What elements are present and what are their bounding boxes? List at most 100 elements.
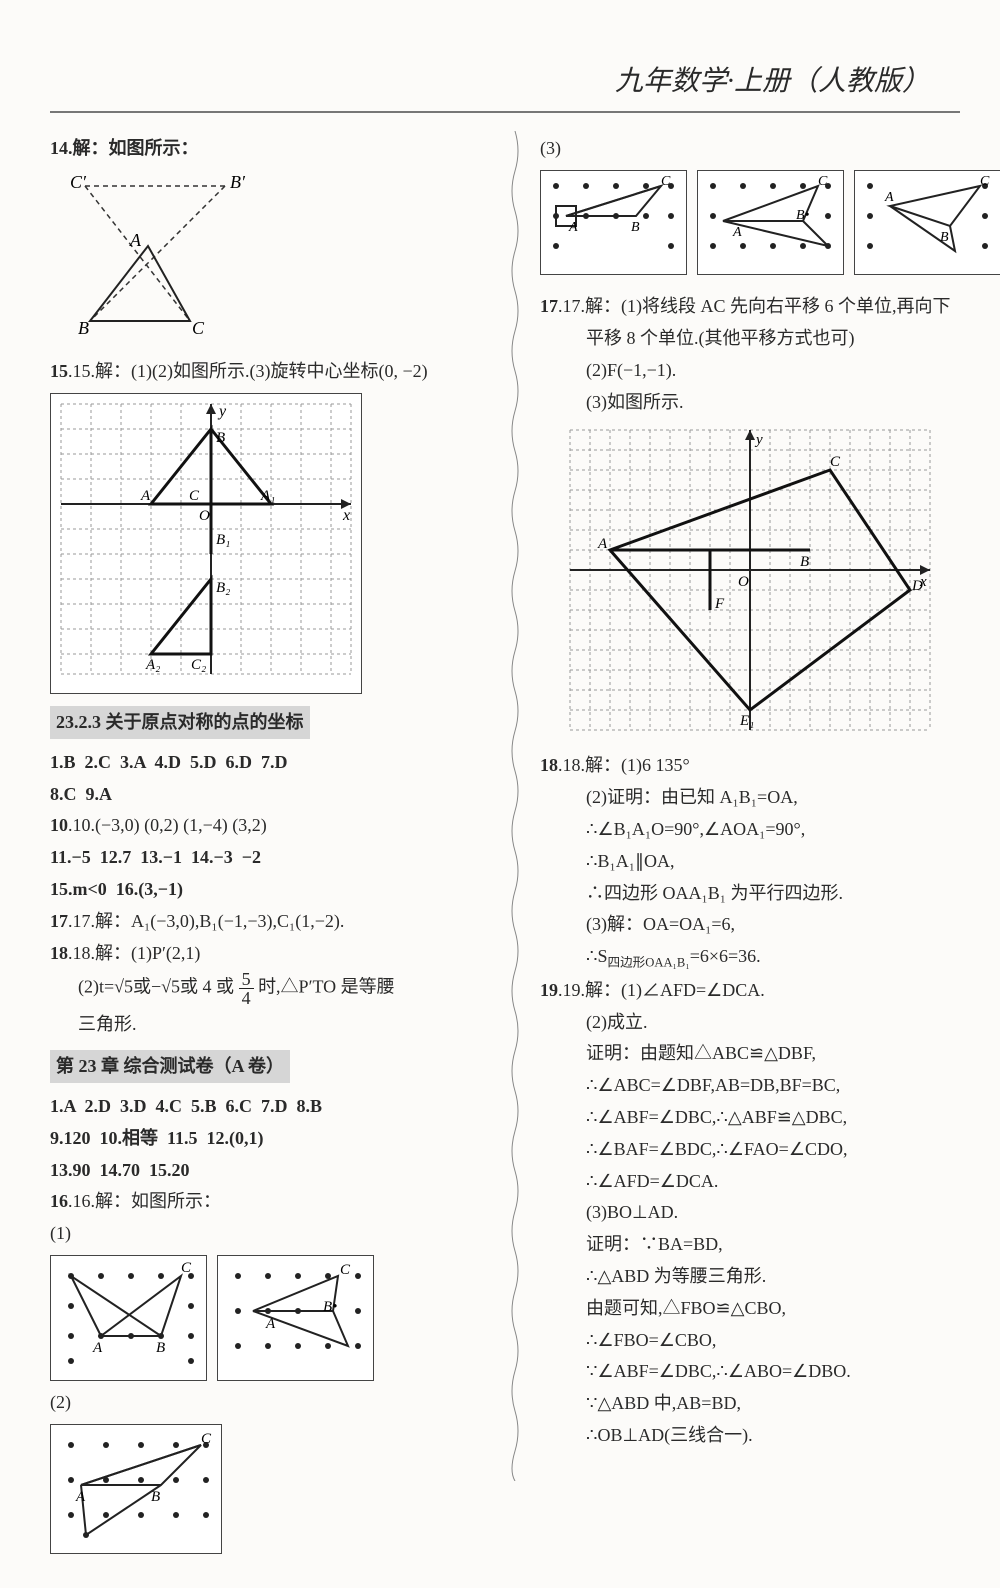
fig-16-2: A B C (51, 1425, 221, 1545)
q15-label: 15.15.解：(1)(2)如图所示.(3)旋转中心坐标(0, −2) (50, 357, 490, 386)
fracd: 4 (239, 989, 254, 1007)
f17C: C (830, 454, 841, 470)
f17E1: E₁ (739, 713, 754, 729)
q18f: (3)解：OA=OA₁=6, (540, 910, 960, 939)
ans-18c: 三角形. (50, 1010, 490, 1039)
r3cC: C (980, 174, 990, 189)
q18gpo: =6×6=36. (690, 946, 761, 966)
sA2: A (265, 1316, 276, 1332)
f17O: O (738, 574, 749, 590)
q19at: 19.解：(1)∠AFD=∠DCA. (563, 980, 765, 1000)
q18g: ∴S四边形OAA₁B₁=6×6=36. (540, 942, 960, 973)
lab-2: (2) (50, 1388, 490, 1417)
sB: B (156, 1340, 165, 1356)
q18d: ∴B₁A₁∥OA, (540, 847, 960, 876)
q18e: ∴四边形 OAA₁B₁ 为平行四边形. (540, 879, 960, 908)
q17a: 17.17.解：(1)将线段 AC 先向右平移 6 个单位,再向下 (540, 292, 960, 321)
q19l: ∴∠FBO=∠CBO, (540, 1326, 960, 1355)
a18post: 时,△P′TO 是等腰 (258, 977, 395, 997)
q15-text: 15.解：(1)(2)如图所示.(3)旋转中心坐标(0, −2) (73, 361, 428, 381)
B2lab: B₂ (216, 580, 230, 596)
section-23-2-3: 23.2.3 关于原点对称的点的坐标 (50, 706, 310, 739)
q18b: (2)证明：由已知 A₁B₁=OA, (540, 783, 960, 812)
x-label: x (342, 507, 350, 524)
fracn: 5 (239, 970, 254, 989)
f17F: F (714, 596, 725, 612)
q19b: (2)成立. (540, 1008, 960, 1037)
ans-1-7: 1.B 2.C 3.A 4.D 5.D 6.D 7.D (50, 748, 490, 777)
page-header: 九年数学·上册（人教版） (50, 60, 960, 113)
r3bA: A (732, 225, 742, 240)
ans-18a: 18.18.解：(1)P′(2,1) (50, 939, 490, 968)
r3cA: A (884, 190, 894, 205)
fig-3c: A B C (855, 171, 1000, 266)
r-16: 16.16.解：如图所示： (50, 1187, 490, 1216)
B1lab: B₁ (216, 532, 230, 548)
q19j: ∴△ABD 为等腰三角形. (540, 1262, 960, 1291)
sB3: B (151, 1489, 160, 1505)
ans-8-9: 8.C 9.A (50, 780, 490, 809)
label-Bp: B′ (230, 172, 246, 192)
fig-3a: A B C (541, 171, 686, 266)
q19e: ∴∠ABF=∠DBC,∴△ABF≌△DBC, (540, 1103, 960, 1132)
a17t: 17.解：A₁(−3,0),B₁(−1,−3),C₁(1,−2). (73, 911, 345, 931)
f17A: A (597, 536, 608, 552)
ans-15-16: 15.m<0 16.(3,−1) (50, 875, 490, 904)
q19n: ∵△ABD 中,AB=BD, (540, 1389, 960, 1418)
q14-label: 14.解：如图所示： (50, 134, 490, 163)
r2-1-8: 1.A 2.D 3.D 4.C 5.B 6.C 7.D 8.B (50, 1092, 490, 1121)
q19c: 证明：由题知△ABC≌△DBF, (540, 1039, 960, 1068)
ans-10: 10.10.(−3,0) (0,2) (1,−4) (3,2) (50, 811, 490, 840)
sC2: C (340, 1262, 351, 1278)
q19k: 由题可知,△FBO≌△CBO, (540, 1294, 960, 1323)
r3aC: C (661, 174, 671, 189)
q19h: (3)BO⊥AD. (540, 1198, 960, 1227)
label-B: B (78, 318, 89, 338)
r16t: 16.解：如图所示： (73, 1191, 222, 1211)
Olab: O (199, 508, 210, 524)
label-A: A (129, 230, 142, 250)
q18gp: ∴S (586, 946, 607, 966)
sC3: C (201, 1431, 212, 1447)
right-column: (3) A B C (540, 131, 960, 1559)
r3bBp: B• (796, 208, 810, 223)
label-C: C (192, 318, 205, 338)
q19g: ∴∠AFD=∠DCA. (540, 1167, 960, 1196)
fig-16-1a: A B C (51, 1256, 206, 1371)
fig-17: y x A B C D F O E₁ (560, 420, 940, 740)
q19f: ∴∠BAF=∠BDC,∴∠FAO=∠CDO, (540, 1135, 960, 1164)
r3aA: A (568, 220, 578, 235)
sA: A (92, 1340, 103, 1356)
ans-11-14: 11.−5 12.7 13.−1 14.−3 −2 (50, 843, 490, 872)
q17b: 平移 8 个单位.(其他平移方式也可) (540, 324, 960, 353)
q18c: ∴∠B₁A₁O=90°,∠AOA₁=90°, (540, 815, 960, 844)
f17D: D (911, 578, 923, 594)
lab-1: (1) (50, 1219, 490, 1248)
q17d: (3)如图所示. (540, 388, 960, 417)
y-label: y (217, 403, 227, 420)
q18a: 18.18.解：(1)6 135° (540, 751, 960, 780)
q18at: 18.解：(1)6 135° (563, 755, 690, 775)
a18at: 18.解：(1)P′(2,1) (73, 943, 201, 963)
f17y: y (754, 432, 763, 448)
a10t: 10.(−3,0) (0,2) (1,−4) (3,2) (73, 815, 267, 835)
C2lab: C₂ (191, 657, 206, 673)
sA3: A (75, 1489, 86, 1505)
ans-17: 17.17.解：A₁(−3,0),B₁(−1,−3),C₁(1,−2). (50, 907, 490, 936)
r3cB: B (940, 230, 949, 245)
q19i: 证明：∵BA=BD, (540, 1230, 960, 1259)
label-Cp: C′ (70, 172, 87, 192)
q19m: ∵∠ABF=∠DBC,∴∠ABO=∠DBO. (540, 1357, 960, 1386)
q19a: 19.19.解：(1)∠AFD=∠DCA. (540, 976, 960, 1005)
q19d: ∴∠ABC=∠DBF,AB=DB,BF=BC, (540, 1071, 960, 1100)
f17B: B (800, 554, 809, 570)
q17at: 17.解：(1)将线段 AC 先向右平移 6 个单位,再向下 (563, 296, 951, 316)
A2lab: A₂ (145, 657, 160, 673)
fig-16-1b: A B• C (218, 1256, 373, 1371)
A1lab: A₁ (260, 488, 275, 504)
B-label: B (216, 430, 225, 446)
fig-14: C′ B′ A B C (50, 166, 270, 346)
Alab: A (140, 488, 151, 504)
lab-3: (3) (540, 134, 960, 163)
column-divider (508, 131, 522, 1559)
